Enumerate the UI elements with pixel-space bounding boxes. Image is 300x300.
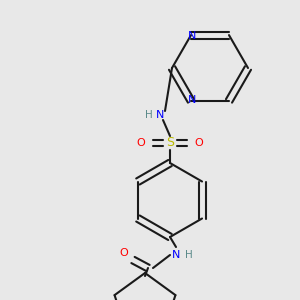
Text: S: S [166, 136, 174, 149]
Text: H: H [145, 110, 153, 120]
Text: O: O [120, 248, 128, 258]
Text: N: N [172, 250, 180, 260]
Text: N: N [188, 31, 196, 41]
Text: N: N [188, 95, 196, 105]
Text: N: N [156, 110, 164, 120]
Text: O: O [136, 138, 146, 148]
Text: O: O [195, 138, 203, 148]
Text: H: H [185, 250, 193, 260]
